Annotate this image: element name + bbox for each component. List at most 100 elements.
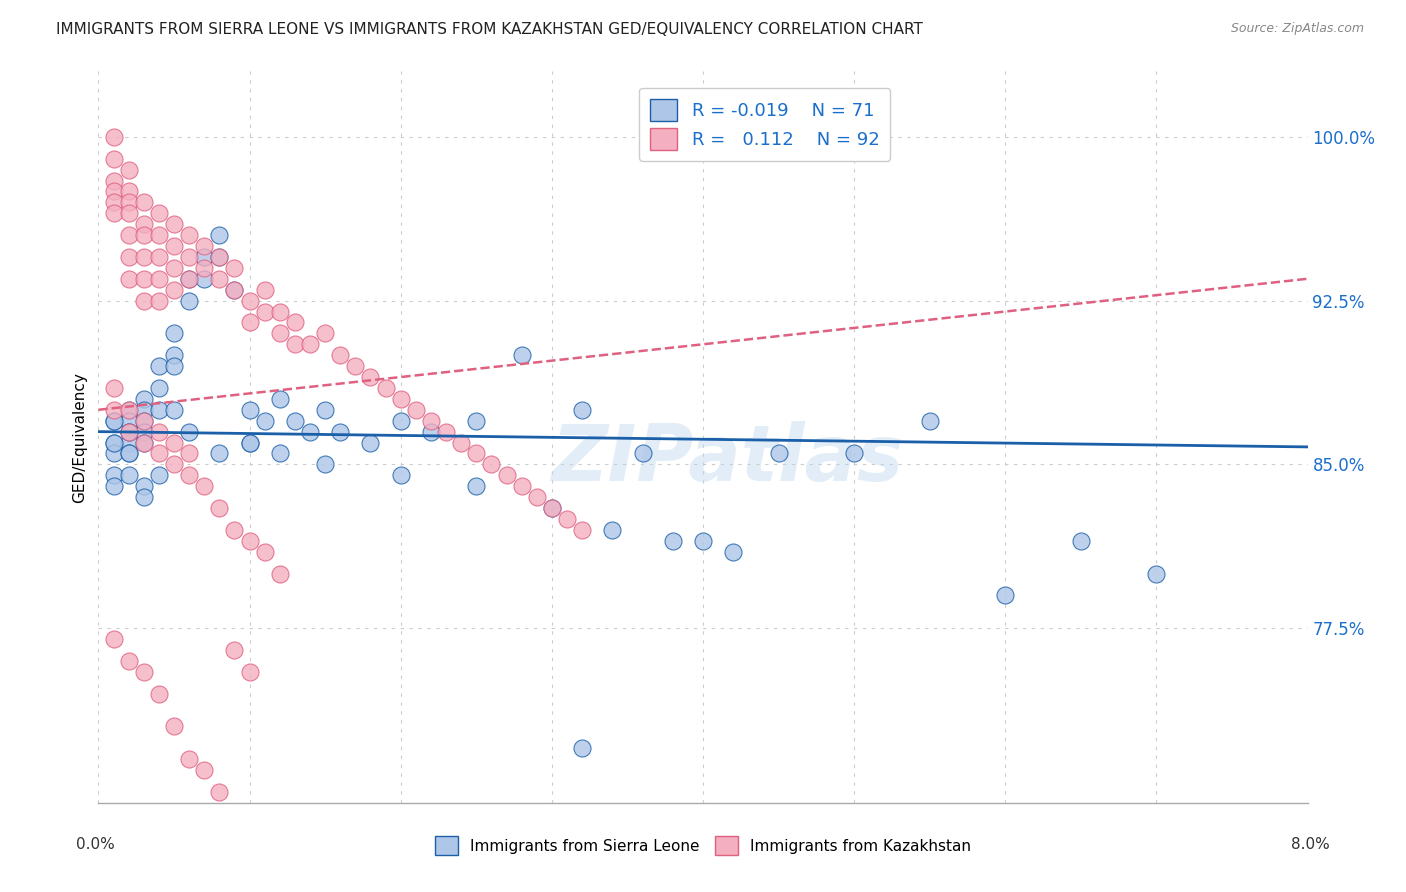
Point [1146, 566, 1168, 581]
Point [269, 392, 291, 406]
Point [208, 446, 231, 460]
Point [465, 446, 488, 460]
Point [661, 533, 683, 548]
Point [103, 435, 125, 450]
Point [103, 402, 125, 417]
Point [179, 293, 201, 308]
Point [118, 446, 141, 460]
Point [994, 588, 1017, 602]
Point [179, 272, 201, 286]
Point [284, 414, 307, 428]
Point [148, 468, 170, 483]
Point [179, 425, 201, 439]
Point [239, 315, 262, 329]
Point [118, 206, 141, 220]
Point [224, 283, 246, 297]
Point [179, 250, 201, 264]
Point [118, 272, 141, 286]
Point [132, 479, 155, 493]
Point [103, 479, 125, 493]
Point [918, 414, 941, 428]
Point [208, 250, 231, 264]
Point [208, 272, 231, 286]
Point [329, 348, 352, 362]
Point [360, 435, 382, 450]
Point [526, 490, 548, 504]
Point [239, 435, 262, 450]
Point [269, 446, 291, 460]
Point [420, 414, 443, 428]
Point [269, 326, 291, 341]
Point [148, 228, 170, 243]
Point [163, 217, 186, 231]
Point [239, 435, 262, 450]
Point [148, 402, 170, 417]
Point [148, 425, 170, 439]
Point [1070, 533, 1092, 548]
Point [148, 359, 170, 373]
Point [481, 458, 503, 472]
Point [495, 468, 517, 483]
Point [768, 446, 790, 460]
Text: 0.0%: 0.0% [76, 838, 115, 852]
Point [239, 402, 262, 417]
Point [132, 665, 155, 679]
Point [103, 129, 125, 144]
Point [118, 414, 141, 428]
Point [132, 402, 155, 417]
Point [103, 173, 125, 187]
Point [103, 414, 125, 428]
Point [389, 392, 412, 406]
Point [132, 435, 155, 450]
Point [571, 741, 593, 756]
Point [163, 402, 186, 417]
Point [132, 293, 155, 308]
Point [208, 250, 231, 264]
Point [253, 414, 276, 428]
Point [299, 425, 322, 439]
Point [193, 272, 215, 286]
Point [420, 425, 443, 439]
Point [118, 402, 141, 417]
Point [118, 250, 141, 264]
Point [163, 239, 186, 253]
Point [193, 763, 215, 777]
Point [179, 446, 201, 460]
Point [314, 326, 336, 341]
Point [844, 446, 866, 460]
Point [389, 468, 412, 483]
Point [179, 228, 201, 243]
Point [389, 414, 412, 428]
Text: ZIPatlas: ZIPatlas [551, 421, 903, 497]
Point [163, 283, 186, 297]
Point [179, 752, 201, 766]
Point [540, 501, 562, 516]
Point [510, 479, 533, 493]
Point [555, 512, 578, 526]
Text: IMMIGRANTS FROM SIERRA LEONE VS IMMIGRANTS FROM KAZAKHSTAN GED/EQUIVALENCY CORRE: IMMIGRANTS FROM SIERRA LEONE VS IMMIGRAN… [56, 22, 924, 37]
Point [118, 402, 141, 417]
Point [148, 446, 170, 460]
Point [179, 272, 201, 286]
Point [253, 545, 276, 559]
Point [510, 348, 533, 362]
Point [118, 425, 141, 439]
Point [118, 654, 141, 668]
Point [132, 425, 155, 439]
Point [540, 501, 562, 516]
Point [118, 162, 141, 177]
Point [132, 228, 155, 243]
Point [602, 523, 624, 537]
Point [239, 293, 262, 308]
Point [193, 239, 215, 253]
Point [253, 283, 276, 297]
Point [571, 523, 593, 537]
Point [103, 185, 125, 199]
Point [193, 250, 215, 264]
Point [314, 458, 336, 472]
Point [132, 414, 155, 428]
Point [132, 250, 155, 264]
Point [314, 402, 336, 417]
Point [193, 260, 215, 275]
Point [269, 304, 291, 318]
